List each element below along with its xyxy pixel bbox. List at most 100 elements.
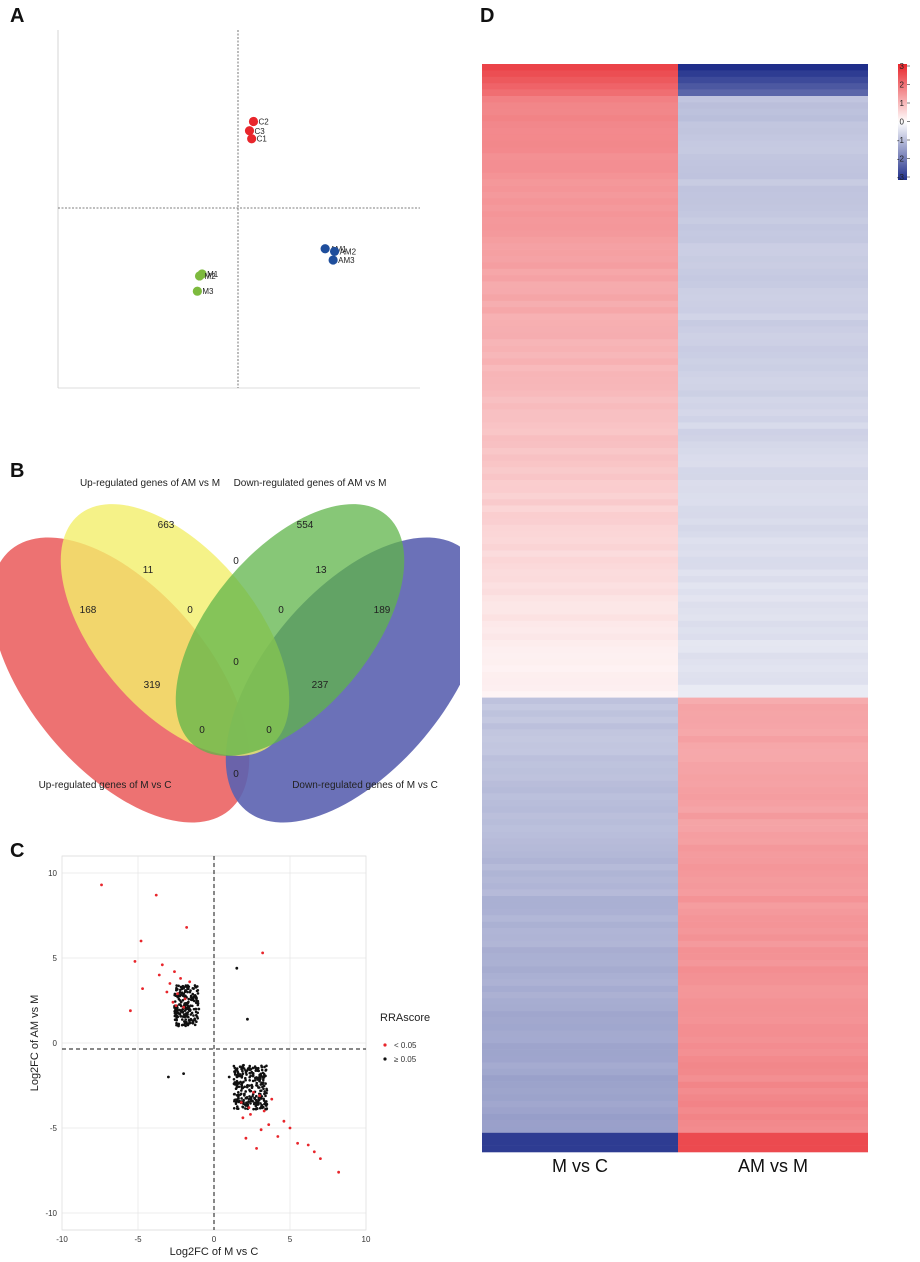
heatmap-cell [678,1049,868,1057]
heatmap-cell [482,1145,678,1153]
heatmap-cell [482,96,678,103]
heatmap-cell [482,640,678,647]
heatmap-cell [482,755,678,762]
heatmap-col-label: M vs C [552,1156,608,1176]
heatmap-cell [482,339,678,346]
colorbar-tick-label: 3 [900,62,905,71]
heatmap-cell [482,966,678,974]
heatmap-cell [678,691,868,698]
scatter-point [185,1006,188,1010]
scatter-point [233,1066,237,1070]
heatmap-cell [678,563,868,570]
scatter-point [258,1078,261,1082]
heatmap-cell [678,992,868,999]
scatter-point [262,1109,266,1113]
heatmap-cell [678,1030,868,1038]
venn-count: 11 [143,565,154,576]
heatmap-cell [482,262,678,270]
heatmap-cell [678,198,868,206]
heatmap-cell [678,659,868,666]
heatmap-cell [678,307,868,314]
heatmap-cell [482,108,678,116]
heatmap-cell [482,512,678,519]
heatmap-cell [678,716,868,724]
heatmap-cell [678,825,868,833]
heatmap-cell [678,1132,868,1140]
scatter-point [174,1004,178,1007]
scatter-point [255,1076,258,1079]
scatter-point [248,1068,252,1072]
heatmap-cell [678,345,868,353]
heatmap-cell [482,883,678,890]
scatter-point [174,1014,178,1017]
scatter-point [260,1065,264,1069]
heatmap-cell [678,819,868,826]
heatmap-cell [678,467,868,474]
heatmap-cell [482,742,678,750]
scatter-point [265,1091,268,1095]
scatter-point [186,986,189,989]
heatmap-cell [482,582,678,590]
heatmap-cell [482,1004,678,1012]
heatmap-cell [678,64,868,71]
scatter-point [319,1157,322,1160]
scatter-point [165,990,169,994]
scatter-point [182,1005,186,1009]
heatmap-cell [678,1062,868,1070]
scatter-point [175,1023,178,1027]
heatmap-cell [482,614,678,622]
heatmap-cell [482,761,678,769]
heatmap-cell [482,1068,678,1076]
colorbar-tick-label: 0 [900,118,905,127]
colorbar-tick-label: 2 [900,81,905,90]
heatmap-cell [678,550,868,558]
heatmap-cell [678,396,868,404]
heatmap-cell [678,326,868,334]
scatter-point [235,1080,239,1083]
heatmap-cell [482,1126,678,1134]
heatmap-cell [678,454,868,462]
heatmap-cell [482,396,678,404]
scatter-point [264,1094,267,1098]
heatmap-cell [482,915,678,922]
heatmap-cell [482,166,678,174]
heatmap-cell [482,1062,678,1070]
heatmap-cell [678,249,868,257]
heatmap-cell [678,428,868,436]
heatmap-cell [482,332,678,340]
heatmap-cell [482,384,678,391]
pca-point [328,255,338,265]
scatter-point [253,1101,256,1105]
heatmap-cell [482,83,678,90]
heatmap-cell [678,972,868,980]
heatmap-cell [678,256,868,263]
scatter-ytick: 10 [48,869,57,878]
heatmap-cell [678,806,868,814]
heatmap-cell [482,1024,678,1031]
heatmap-cell [482,851,678,858]
colorbar [898,64,907,180]
venn-count: 0 [233,769,239,780]
scatter-xtick: -5 [134,1235,142,1244]
heatmap-cell [482,179,678,186]
scatter-point [259,1102,262,1105]
heatmap-cell [482,678,678,686]
heatmap-cell [482,243,678,250]
heatmap-cell [482,492,678,500]
heatmap-cell [678,985,868,993]
heatmap-cell [482,838,678,846]
scatter-point [248,1071,252,1075]
heatmap-cell [678,435,868,442]
heatmap-cell [482,748,678,756]
heatmap-cell [678,339,868,346]
scatter-ylabel: Log2FC of AM vs M [29,995,41,1092]
scatter-point [179,1014,182,1018]
heatmap-cell [482,486,678,494]
pca-point-label: M2 [205,272,217,281]
legend-marker-sig [383,1043,387,1047]
heatmap-cell [482,268,678,276]
heatmap-cell [678,761,868,769]
pca-point-label: AM1 [330,245,347,254]
heatmap-cell [482,928,678,935]
scatter-point [180,1018,184,1021]
